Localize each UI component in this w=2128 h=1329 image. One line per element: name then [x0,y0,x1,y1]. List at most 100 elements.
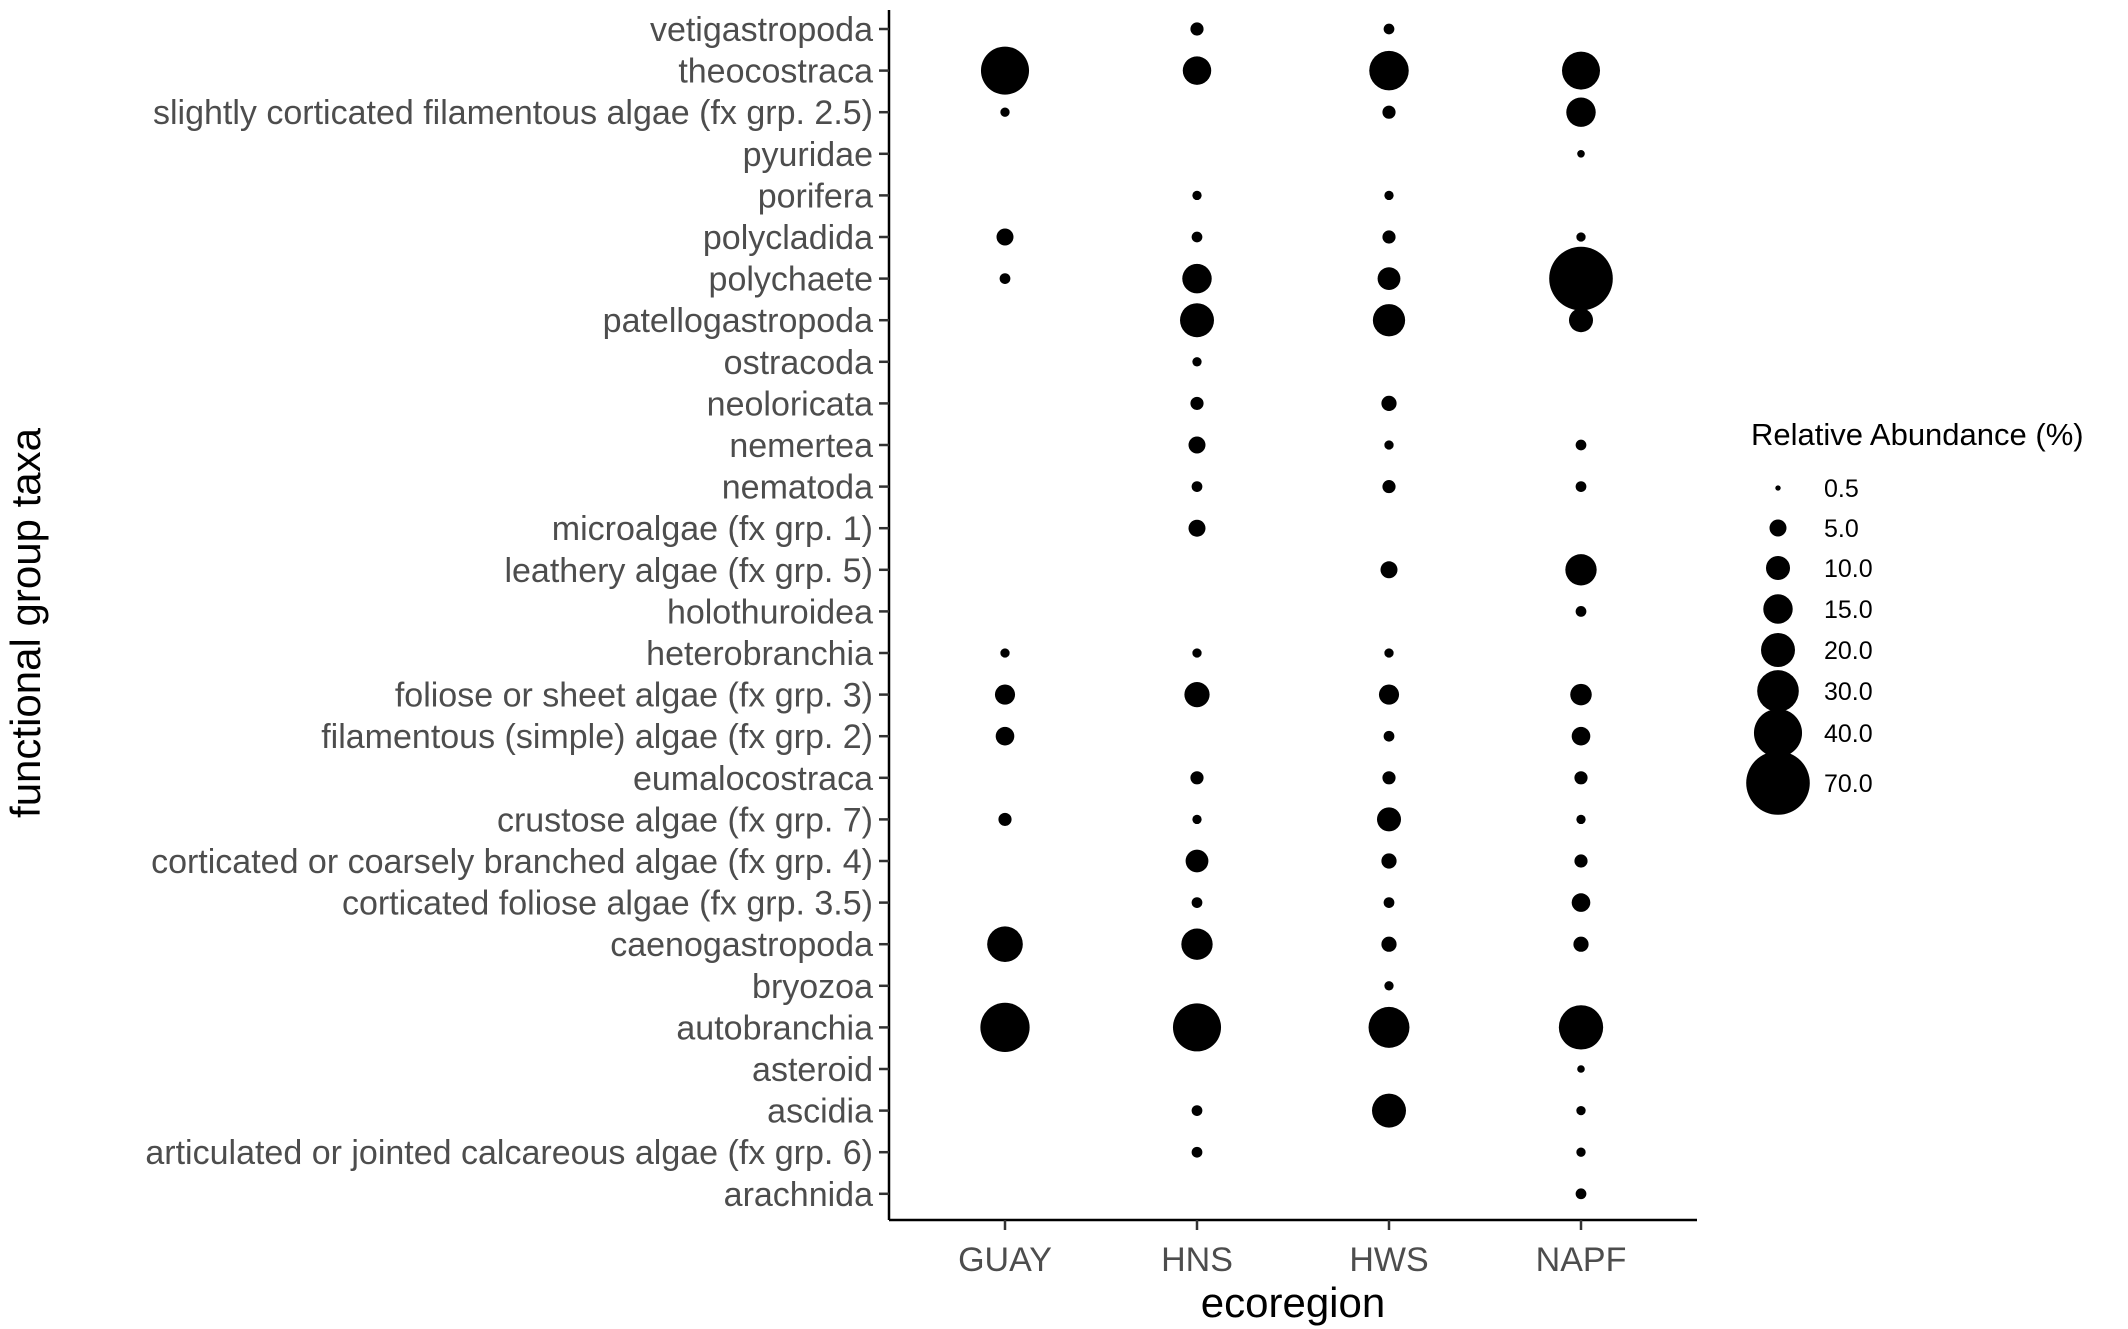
legend-key-circle [1746,751,1810,815]
legend-key-circle [1775,485,1781,491]
data-point [1372,1093,1406,1128]
x-tick-label: NAPF [1536,1241,1627,1279]
y-tick-label: filamentous (simple) algae (fx grp. 2) [321,718,873,756]
data-point [1190,771,1204,785]
data-point [1576,1105,1586,1116]
y-tick-label: patellogastropoda [603,302,873,340]
data-point [1192,190,1202,201]
data-point [1188,519,1206,537]
data-point [1184,681,1210,708]
data-point [995,726,1015,746]
data-point [1575,1188,1587,1200]
data-point [1574,771,1588,785]
legend-key-circle [1763,594,1793,624]
data-point [1181,928,1213,960]
data-point [1574,854,1588,868]
y-tick-label: porifera [758,177,873,215]
y-tick-label: autobranchia [676,1009,873,1047]
data-point [1180,303,1214,338]
y-tick-label: bryozoa [752,968,873,1006]
data-point [1382,105,1396,119]
data-point [1570,683,1592,706]
data-point [1575,481,1587,492]
y-tick-label: pyuridae [743,136,873,174]
data-point [1378,684,1400,705]
y-axis-title: functional group taxa [2,427,49,818]
y-tick-label: ascidia [767,1093,873,1131]
data-point [1369,50,1409,91]
data-point [1000,648,1010,658]
data-point [1377,267,1401,290]
data-points [980,22,1613,1200]
y-tick-label: polycladida [703,219,873,257]
legend-key-circle [1753,708,1803,758]
data-point [998,812,1012,826]
legend-key-label: 70.0 [1824,770,1873,798]
y-tick-label: holothuroidea [667,593,873,631]
legend-title: Relative Abundance (%) [1751,417,2084,452]
data-point [994,684,1016,705]
y-tick-label: foliose or sheet algae (fx grp. 3) [395,677,873,715]
data-point [1573,936,1589,952]
legend-key-circle [1769,519,1787,537]
y-tick-label: crustose algae (fx grp. 7) [497,801,873,839]
data-point [1381,853,1397,869]
data-point [1549,246,1613,311]
data-point [1568,308,1594,333]
data-point [1376,807,1402,832]
x-axis-title: ecoregion [1201,1279,1385,1326]
legend-key-circle [1757,670,1799,712]
data-point [1191,481,1203,492]
data-point [1577,150,1585,158]
data-point [1190,396,1204,410]
y-tick-label: eumalocostraca [633,760,873,798]
legend-key-label: 15.0 [1824,596,1873,624]
data-point [1576,1147,1586,1157]
legend-key-label: 0.5 [1824,475,1859,503]
data-point [1182,263,1212,294]
data-point [1185,849,1209,873]
y-tick-label: corticated foliose algae (fx grp. 3.5) [342,885,873,923]
data-point [1380,561,1398,579]
data-point [1571,893,1591,912]
legend-key-label: 10.0 [1824,555,1873,583]
data-point [1384,190,1394,201]
data-point [1372,304,1406,337]
data-point [1571,726,1591,746]
data-point [1382,230,1396,244]
y-tick-label: vetigastropoda [650,11,873,49]
data-point [1192,648,1202,658]
data-point [1190,22,1204,36]
data-point [1575,439,1587,451]
data-point [1368,1006,1410,1048]
legend-key-label: 30.0 [1824,678,1873,706]
data-point [1182,56,1212,85]
legend-key-label: 20.0 [1824,637,1873,665]
data-point [1576,232,1586,242]
data-point [980,1002,1030,1053]
x-tick-label: GUAY [958,1241,1052,1279]
x-tick-label: HNS [1161,1241,1233,1279]
y-tick-label: slightly corticated filamentous algae (f… [153,94,873,132]
y-tick-label: caenogastropoda [610,926,873,964]
x-tick-label: HWS [1349,1241,1428,1279]
y-tick-label: articulated or jointed calcareous algae … [145,1134,873,1172]
legend-key-circle [1765,555,1791,581]
data-point [1192,814,1202,825]
y-tick-label: nematoda [722,469,873,507]
data-point [987,926,1023,963]
data-point [1565,554,1597,586]
legend-key-label: 40.0 [1824,720,1873,748]
data-point [1172,1003,1222,1052]
data-point [1000,107,1010,117]
data-point [1384,981,1394,991]
data-point [1381,395,1397,411]
legend-key-circle [1761,633,1795,667]
data-point [996,228,1014,246]
y-tick-label: corticated or coarsely branched algae (f… [151,843,873,881]
data-point [1191,1146,1203,1158]
data-point [1382,771,1396,785]
y-tick-label: heterobranchia [646,635,873,673]
data-point [1384,648,1394,658]
